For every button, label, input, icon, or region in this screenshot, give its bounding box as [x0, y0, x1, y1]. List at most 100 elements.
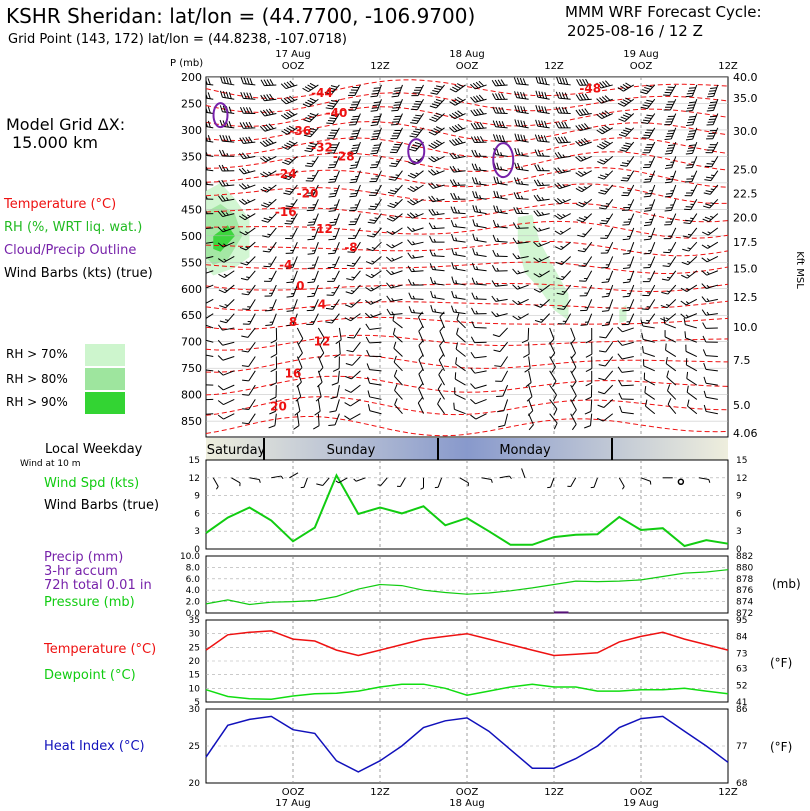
barb-flag	[680, 313, 687, 319]
barb-flag	[617, 366, 623, 373]
barb-half-flag	[202, 241, 204, 244]
sounding-wind-barb	[263, 256, 277, 268]
barb-half-flag	[246, 291, 251, 293]
sounding-wind-barb	[428, 126, 445, 136]
sounding-wind-barb	[262, 227, 277, 238]
sounding-wind-barb	[521, 327, 530, 344]
sounding-wind-barb	[620, 170, 635, 182]
kft-tick-label: 10.0	[733, 321, 758, 334]
barb-staff	[313, 270, 319, 283]
sounding-wind-barb	[685, 170, 698, 183]
barb-flag	[218, 289, 226, 294]
barb-half-flag	[520, 195, 524, 200]
barb-flag	[217, 414, 224, 420]
barb-flag	[241, 422, 249, 425]
barb-flag	[221, 179, 226, 187]
barb-flag	[643, 238, 651, 241]
barb-flag	[303, 134, 311, 138]
barb-half-flag	[333, 175, 338, 178]
barb-flag	[259, 157, 266, 163]
barb-staff	[501, 370, 509, 382]
sounding-wind-barb	[367, 376, 382, 386]
barb-staff	[705, 382, 718, 386]
barb-flag	[407, 252, 413, 259]
barb-flag	[219, 305, 226, 309]
barb-flag	[387, 204, 395, 209]
model-cycle-line1: MMM WRF Forecast Cycle:	[565, 3, 762, 21]
sounding-wind-barb	[622, 256, 635, 270]
barb-half-flag	[691, 161, 695, 163]
barb-staff	[333, 270, 340, 282]
sounding-wind-barb	[684, 184, 698, 197]
barb-staff	[432, 282, 445, 286]
sounding-wind-barb	[597, 384, 614, 395]
surface-wind-barb	[590, 477, 598, 489]
barb-staff	[605, 341, 614, 353]
barb-half-flag	[371, 260, 375, 263]
barb-flag	[560, 136, 566, 143]
sounding-wind-barb	[394, 398, 403, 415]
barb-staff	[331, 98, 340, 110]
barb-flag	[491, 79, 497, 87]
barb-staff	[206, 241, 214, 245]
barb-staff	[474, 127, 487, 130]
sounding-wind-barb	[701, 241, 719, 249]
model-grid-label: Model Grid ΔX:	[6, 115, 125, 134]
sounding-wind-barb	[296, 342, 303, 359]
sounding-wind-barb	[286, 270, 298, 284]
sounding-wind-barb	[570, 413, 577, 431]
barb-flag	[414, 142, 422, 145]
sounding-wind-barb	[681, 270, 698, 279]
barb-flag	[540, 135, 545, 142]
barb-flag	[708, 92, 715, 95]
barb-half-flag	[583, 171, 587, 175]
barb-flag	[663, 238, 671, 240]
barb-half-flag	[331, 292, 335, 294]
barb-flag	[219, 105, 223, 112]
barb-flag	[451, 112, 458, 118]
barb-staff	[351, 298, 361, 308]
barb-flag	[269, 93, 274, 100]
barb-flag	[428, 183, 434, 189]
sounding-wind-barb	[575, 93, 592, 101]
barb-flag	[556, 292, 564, 296]
barb-half-flag	[371, 247, 376, 250]
barb-flag	[623, 221, 631, 223]
barb-staff	[313, 227, 319, 240]
barb-flag	[599, 128, 606, 133]
barb-flag	[601, 111, 608, 117]
sounding-wind-barb	[471, 177, 487, 186]
barb-flag	[664, 138, 672, 140]
barb-staff	[685, 350, 698, 357]
barb-staff	[296, 342, 303, 354]
barb-flag	[703, 376, 707, 384]
barb-flag	[365, 336, 370, 344]
barb-half-flag	[312, 189, 316, 191]
barb-flag	[373, 101, 381, 104]
barb-staff	[649, 270, 656, 282]
precip-accum-label: 3-hr accum	[44, 564, 118, 579]
barb-flag	[599, 97, 605, 103]
barb-flag	[286, 267, 293, 269]
barb-half-flag	[648, 161, 653, 163]
barb-flag	[241, 198, 248, 204]
barb-half-flag	[707, 231, 711, 234]
barb-half-flag	[268, 263, 272, 265]
barb-staff	[705, 396, 718, 400]
barb-staff	[706, 284, 718, 289]
sounding-wind-barb	[264, 270, 277, 282]
barb-staff	[369, 382, 382, 386]
barb-staff	[222, 327, 235, 331]
barb-half-flag	[685, 301, 690, 304]
barb-half-flag	[500, 152, 503, 156]
barb-half-flag	[202, 286, 205, 289]
barb-flag	[454, 138, 461, 145]
surface-wind-barb	[481, 477, 493, 483]
barb-staff	[350, 313, 361, 322]
barb-flag	[218, 324, 223, 331]
barb-staff	[629, 270, 635, 283]
barb-staff	[292, 299, 298, 311]
barb-staff	[516, 227, 529, 229]
barb-staff	[669, 241, 677, 253]
sounding-wind-barb	[706, 84, 719, 98]
